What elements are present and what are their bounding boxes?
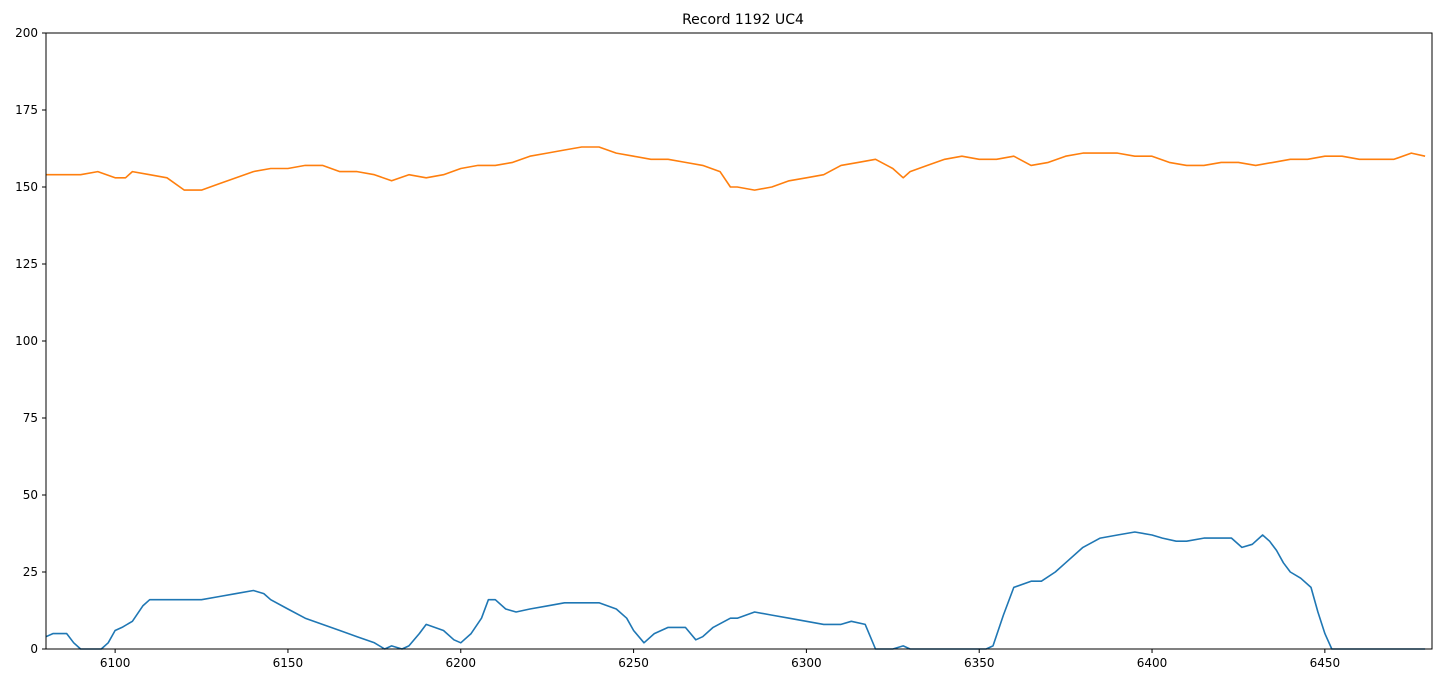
chart-title: Record 1192 UC4 — [682, 12, 804, 28]
y-tick-label: 25 — [23, 565, 38, 579]
x-tick-label: 6150 — [273, 656, 304, 670]
x-tick-label: 6450 — [1310, 656, 1341, 670]
y-tick-label: 125 — [15, 257, 38, 271]
y-tick-label: 100 — [15, 334, 38, 348]
series-line-2 — [45, 531, 1426, 650]
x-tick-label: 6100 — [100, 656, 131, 670]
x-axis: 6100 6150 6200 6250 6300 6350 6400 6450 — [100, 649, 1340, 670]
series-line-1 — [46, 146, 1426, 191]
y-tick-label: 175 — [15, 103, 38, 117]
y-tick-label: 75 — [23, 411, 38, 425]
y-axis: 0 25 50 75 100 125 150 175 200 — [15, 26, 46, 656]
x-tick-label: 6400 — [1137, 656, 1168, 670]
y-tick-label: 0 — [30, 642, 38, 656]
plot-frame — [45, 32, 1433, 650]
x-tick-label: 6200 — [445, 656, 476, 670]
y-tick-label: 150 — [15, 180, 38, 194]
y-tick-label: 50 — [23, 488, 38, 502]
x-tick-label: 6250 — [618, 656, 649, 670]
series-layer — [45, 146, 1426, 650]
x-tick-label: 6300 — [791, 656, 822, 670]
x-tick-label: 6350 — [964, 656, 995, 670]
y-tick-label: 200 — [15, 26, 38, 40]
